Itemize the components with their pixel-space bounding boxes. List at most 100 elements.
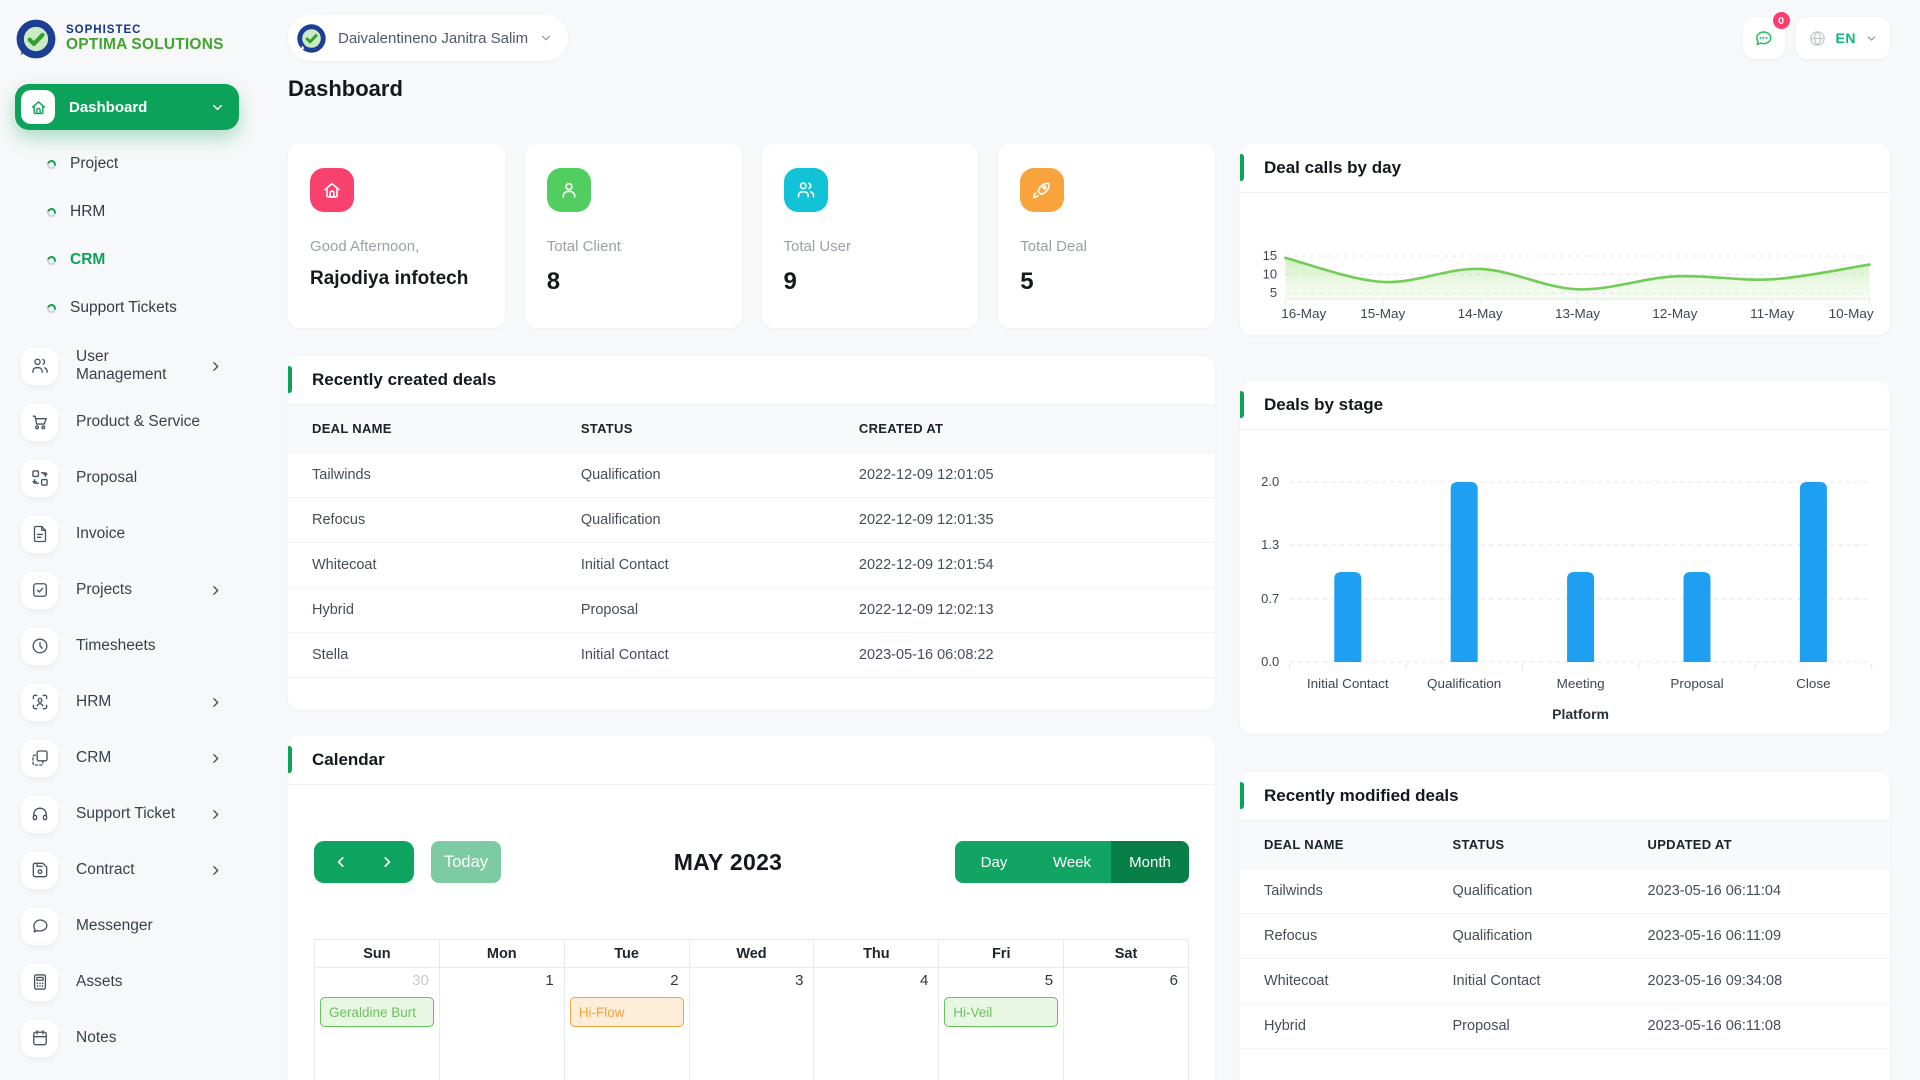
chevron-right-icon [209, 864, 222, 877]
sidebar-item-crm[interactable]: CRM [15, 236, 240, 284]
svg-text:Initial Contact: Initial Contact [1307, 676, 1389, 691]
chevron-right-icon [209, 696, 222, 709]
deal-name-cell: Hybrid [1240, 1003, 1429, 1049]
stat-value: 8 [546, 268, 561, 295]
sidebar-item-messenger[interactable]: Messenger [15, 898, 240, 954]
workspace-name: Daivalentineno Janitra Salim [338, 29, 529, 47]
calendar-event[interactable]: Hi-Flow [569, 997, 684, 1027]
today-button[interactable]: Today [431, 841, 501, 883]
date-number: 4 [919, 972, 929, 989]
updated-at-cell: 2023-05-16 06:11:08 [1623, 1003, 1890, 1049]
sidebar-item-user-management[interactable]: User Management [15, 338, 240, 394]
accent-bar [1240, 391, 1244, 418]
sidebar-item-support-ticket-module[interactable]: Support Ticket [15, 786, 240, 842]
chevron-down-icon [1865, 32, 1878, 45]
calendar-cell[interactable]: 1 [440, 968, 565, 1080]
sidebar-item-proposal[interactable]: Proposal [15, 450, 240, 506]
chevron-left-icon [334, 855, 348, 869]
language-selector[interactable]: EN [1795, 17, 1890, 59]
accent-bar [1240, 782, 1244, 809]
calendar-prev-next-button[interactable] [314, 841, 414, 883]
column-header: STATUS [556, 405, 835, 453]
calendar-event[interactable]: Geraldine Burt [320, 997, 434, 1027]
brand-logo: SOPHISTEC OPTIMA SOLUTIONS [0, 14, 240, 64]
svg-text:12-May: 12-May [1652, 306, 1697, 321]
sidebar-item-notes[interactable]: Notes [15, 1010, 240, 1066]
sidebar-item-projects[interactable]: Projects [15, 562, 240, 618]
sidebar-item-label: Project [70, 155, 119, 172]
created-at-cell: 2023-05-16 06:08:22 [834, 632, 1215, 678]
messages-button[interactable]: 0 [1742, 12, 1790, 59]
chat-bubble-icon [21, 907, 58, 945]
date-number: 30 [412, 972, 429, 989]
created-at-cell: 2022-12-09 12:01:35 [834, 497, 1215, 543]
sidebar-item-hrm[interactable]: HRM [15, 188, 240, 236]
updated-at-cell: 2023-05-16 09:34:08 [1623, 958, 1890, 1004]
sidebar-item-timesheets[interactable]: Timesheets [15, 618, 240, 674]
cart-icon [21, 403, 58, 441]
sidebar-item-label: CRM [70, 251, 106, 268]
accent-bar [288, 366, 292, 393]
day-header: Thu [814, 940, 940, 968]
sidebar-item-assets[interactable]: Assets [15, 954, 240, 1010]
sidebar-item-project[interactable]: Project [15, 140, 240, 188]
deal-name-cell: Stella [288, 632, 557, 678]
view-week-button[interactable]: Week [1033, 841, 1111, 883]
recently-created-deals-card: Recently created deals DEAL NAME STATUS … [288, 356, 1215, 710]
view-day-button[interactable]: Day [955, 841, 1033, 883]
column-header: CREATED AT [834, 405, 1215, 453]
sidebar-item-contract[interactable]: Contract [15, 842, 240, 898]
topbar-actions: 0 EN [1742, 12, 1890, 59]
user-scan-icon [21, 683, 58, 721]
notification-badge: 0 [1772, 12, 1790, 29]
column-header: UPDATED AT [1623, 821, 1890, 869]
calendar-cell[interactable]: 5 Hi-Veil [939, 968, 1065, 1080]
sidebar-item-label: HRM [76, 693, 112, 710]
brand-name-line2: OPTIMA SOLUTIONS [66, 36, 224, 53]
calendar-cell[interactable]: 2 Hi-Flow [565, 968, 690, 1080]
checkbox-icon [21, 571, 58, 609]
svg-text:11-May: 11-May [1750, 306, 1794, 321]
calendar-view-switcher: Day Week Month [955, 841, 1189, 883]
clock-icon [21, 627, 58, 665]
view-month-button[interactable]: Month [1111, 841, 1189, 883]
date-number: 5 [1044, 972, 1054, 989]
sidebar-item-label: Assets [76, 973, 123, 990]
calendar-cell[interactable]: 6 [1064, 968, 1189, 1080]
headset-icon [21, 795, 58, 833]
sidebar-item-hrm-module[interactable]: HRM [15, 674, 240, 730]
deal-name-cell: Whitecoat [288, 542, 557, 588]
sidebar-item-invoice[interactable]: Invoice [15, 506, 240, 562]
sidebar: SOPHISTEC OPTIMA SOLUTIONS Dashboard [0, 0, 240, 1080]
sidebar-item-product-service[interactable]: Product & Service [15, 394, 240, 450]
deal-name-cell: Whitecoat [1240, 958, 1429, 1004]
sidebar-item-label: Messenger [76, 917, 153, 934]
avatar [296, 23, 327, 54]
file-invoice-icon [21, 515, 58, 553]
sidebar-item-crm-module[interactable]: CRM [15, 730, 240, 786]
chevron-right-icon [209, 360, 222, 373]
svg-text:14-May: 14-May [1458, 306, 1503, 321]
calendar-cell[interactable]: 4 [814, 968, 940, 1080]
card-title: Deals by stage [1264, 395, 1384, 414]
sidebar-item-label: Projects [76, 581, 132, 598]
users-icon [21, 347, 58, 385]
deal-name-cell: Refocus [1240, 913, 1429, 959]
svg-text:5: 5 [1270, 285, 1277, 300]
svg-text:Qualification: Qualification [1427, 676, 1501, 691]
recently-created-deals-table: DEAL NAME STATUS CREATED AT Tailwinds Qu… [288, 405, 1215, 678]
workspace-selector[interactable]: Daivalentineno Janitra Salim [288, 15, 569, 61]
svg-text:10-May: 10-May [1829, 306, 1874, 321]
day-header: Tue [564, 940, 690, 968]
sidebar-item-dashboard[interactable]: Dashboard [15, 84, 239, 130]
calendar-cell[interactable]: 30 Geraldine Burt [315, 968, 440, 1080]
chevron-down-icon [539, 31, 553, 45]
deal-name-cell: Hybrid [288, 587, 557, 633]
calendar-event[interactable]: Hi-Veil [944, 997, 1059, 1027]
sidebar-item-support-tickets[interactable]: Support Tickets [15, 284, 240, 332]
stat-cards: Good Afternoon, Rajodiya infotech Total … [288, 144, 1215, 328]
dashboard-sub-menu: Project HRM CRM Support Tickets [15, 140, 240, 332]
svg-text:1.3: 1.3 [1261, 537, 1279, 552]
status-cell: Initial Contact [556, 632, 835, 678]
calendar-cell[interactable]: 3 [690, 968, 815, 1080]
